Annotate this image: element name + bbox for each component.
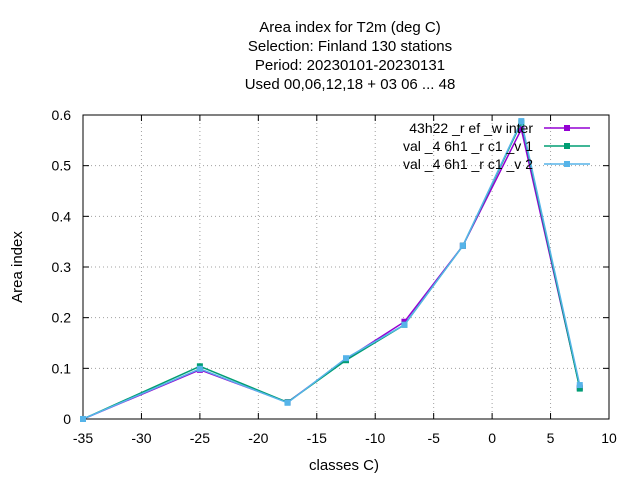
data-point	[518, 126, 525, 133]
grid-lines	[83, 115, 609, 419]
data-point	[196, 365, 203, 372]
y-tick-label: 0.5	[52, 158, 72, 174]
title-line-1: Area index for T2m (deg C)	[259, 19, 441, 36]
y-axis-ticks: 0 0.1 0.2 0.3 0.4 0.5 0.6	[52, 107, 609, 427]
data-point	[401, 318, 408, 325]
data-point	[518, 118, 525, 125]
legend-label-3: val _4 6h1 _r c1 _v 2	[403, 156, 533, 172]
legend-marker-1	[564, 125, 570, 131]
x-tick-label: 10	[601, 430, 617, 446]
series-line-3	[82, 118, 581, 420]
legend-label-2: val _4 6h1 _r c1 _v 1	[403, 138, 533, 154]
title-line-4: Used 00,06,12,18 + 03 06 ... 48	[244, 76, 456, 93]
x-tick-label: -35	[73, 430, 93, 446]
data-point	[80, 416, 86, 422]
legend-marker-3	[564, 161, 570, 167]
data-point	[576, 382, 583, 389]
y-tick-label: 0	[63, 411, 71, 427]
y-tick-label: 0.3	[52, 259, 72, 275]
y-tick-label: 0.2	[52, 310, 72, 326]
x-axis-ticks: -35 -30 -25 -20 -15 -10 -5 0 5 10	[73, 115, 617, 446]
x-tick-label: -5	[427, 430, 440, 446]
data-point	[401, 321, 408, 328]
x-tick-label: 5	[547, 430, 555, 446]
data-point	[576, 385, 583, 392]
x-tick-label: -30	[131, 430, 151, 446]
x-tick-label: -25	[190, 430, 210, 446]
data-point	[459, 242, 466, 249]
data-point	[284, 399, 291, 406]
legend-label-1: 43h22 _r ef _w inter	[409, 120, 533, 136]
y-tick-label: 0.1	[52, 360, 72, 376]
x-tick-label: -20	[248, 430, 268, 446]
legend: 43h22 _r ef _w inter val _4 6h1 _r c1 _v …	[403, 120, 590, 172]
x-axis-label: classes C)	[309, 457, 379, 474]
y-tick-label: 0.4	[52, 208, 72, 224]
x-tick-label: -10	[365, 430, 385, 446]
series-line-1	[82, 126, 581, 420]
x-tick-label: 0	[488, 430, 496, 446]
data-point	[343, 355, 349, 362]
series-group	[80, 118, 583, 422]
legend-marker-2	[564, 143, 570, 149]
y-axis-label: Area index	[9, 231, 26, 303]
title-line-2: Selection: Finland 130 stations	[247, 38, 453, 55]
title-line-3: Period: 20230101-20230131	[254, 57, 446, 74]
x-tick-label: -15	[307, 430, 327, 446]
y-tick-label: 0.6	[52, 107, 72, 123]
